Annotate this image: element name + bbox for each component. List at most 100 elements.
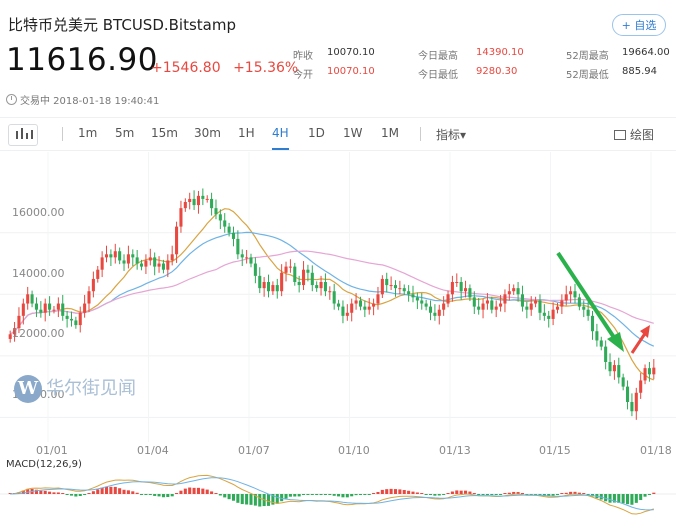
macd-bar [306, 494, 310, 495]
candle-body [407, 291, 411, 295]
draw-button[interactable]: 绘图 [613, 126, 654, 143]
candle-body [140, 263, 144, 267]
macd-bar [271, 494, 275, 505]
interval-4h[interactable]: 4H [272, 126, 289, 150]
candle-body [345, 312, 349, 316]
interval-1h[interactable]: 1H [238, 126, 255, 140]
macd-bar [249, 494, 253, 505]
macd-label: MACD(12,26,9) [6, 459, 82, 470]
chart-grid [0, 152, 676, 442]
macd-bar [231, 494, 236, 501]
candle-body [415, 297, 419, 301]
interval-1w[interactable]: 1W [343, 126, 363, 140]
macd-bar [170, 494, 174, 497]
macd-bar [266, 494, 271, 506]
macd-bar [131, 491, 135, 494]
candle-body [52, 309, 56, 311]
macd-bar [538, 494, 542, 495]
macd-bar [302, 494, 306, 495]
interval-15m[interactable]: 15m [151, 126, 178, 140]
macd-bar [643, 494, 647, 497]
macd-bar [148, 494, 152, 495]
macd-bar [626, 494, 630, 505]
candle-body [17, 315, 21, 329]
candle-body [214, 208, 218, 215]
candle-body [503, 294, 507, 304]
macd-bar [315, 494, 319, 495]
candle-body [420, 300, 424, 304]
candle-body [96, 269, 100, 279]
candle-body [131, 254, 135, 258]
candle-body [118, 251, 122, 261]
macd-bar [433, 494, 437, 496]
interval-1d[interactable]: 1D [308, 126, 325, 140]
macd-bar [446, 493, 450, 494]
interval-1m[interactable]: 1m [78, 126, 98, 140]
macd-bar [398, 489, 402, 494]
macd-bar [402, 490, 406, 494]
price-chart[interactable] [0, 152, 676, 452]
candle-body [328, 291, 332, 293]
candle-body [590, 315, 595, 332]
macd-bar [113, 486, 117, 494]
macd-bar [166, 494, 170, 497]
add-favorite-button[interactable]: + 自选 [612, 14, 666, 36]
macd-bar [65, 494, 69, 495]
candle-body [332, 291, 336, 304]
macd-bar [240, 494, 244, 505]
macd-bar [551, 494, 555, 496]
candle-body [65, 315, 69, 319]
wk52-low-label: 52周最低 [566, 70, 609, 81]
macd-bar [472, 492, 476, 494]
moving-averages [9, 208, 655, 381]
candle-body [534, 300, 538, 304]
macd-bar [604, 494, 608, 502]
candle-body [634, 392, 638, 412]
macd-bar [96, 489, 100, 494]
macd-bar [104, 486, 109, 494]
macd-bar [428, 494, 433, 495]
chart-toolbar: 1m 5m 15m 30m 1H 4H 1D 1W 1M 指标▾ 绘图 [0, 117, 676, 151]
candle-body [253, 263, 257, 276]
candle-body [643, 368, 647, 381]
macd-bar [547, 494, 551, 497]
macd-bar [175, 493, 179, 494]
candle-body [271, 285, 275, 292]
interval-1mo[interactable]: 1M [381, 126, 399, 140]
candle-body [512, 288, 516, 292]
macd-bar [39, 490, 43, 494]
macd-bar [455, 490, 459, 494]
candle-body [258, 275, 262, 289]
candle-body [34, 303, 38, 310]
macd-bar [284, 494, 288, 499]
candle-body [372, 303, 376, 307]
candle-body [157, 263, 161, 267]
macd-bar [363, 494, 367, 495]
macd-bar [481, 494, 485, 495]
macd-bar [135, 492, 139, 494]
interval-5m[interactable]: 5m [115, 126, 135, 140]
macd-bar [560, 493, 564, 494]
macd-bar [297, 494, 301, 497]
y-tick-label: 12000.00 [12, 327, 65, 340]
interval-30m[interactable]: 30m [194, 126, 221, 140]
candle-body [196, 195, 200, 206]
macd-bar [420, 493, 424, 494]
candle-body [126, 254, 130, 264]
candle-body [389, 285, 393, 287]
macd-bar [258, 494, 262, 507]
macd-bar [424, 494, 428, 495]
macd-bar [393, 489, 398, 494]
macd-bar [218, 494, 222, 496]
candlestick-type-icon[interactable] [8, 124, 38, 146]
macd-bar [490, 494, 494, 495]
open-value: 10070.10 [327, 66, 375, 77]
candle-body [297, 282, 301, 286]
macd-bar [542, 494, 546, 496]
macd-bar [341, 494, 345, 498]
candle-body [26, 294, 30, 304]
indicator-dropdown[interactable]: 指标▾ [436, 128, 467, 142]
candle-body [288, 266, 292, 268]
candle-body [542, 312, 546, 316]
candle-body [87, 291, 91, 304]
